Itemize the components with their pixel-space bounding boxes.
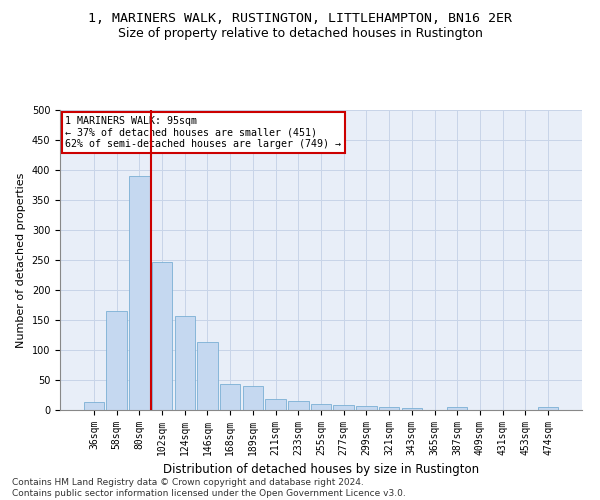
Bar	[288, 401, 308, 410]
Bar	[334, 404, 354, 410]
Bar	[84, 402, 104, 410]
Bar	[242, 386, 263, 410]
Text: 1 MARINERS WALK: 95sqm
← 37% of detached houses are smaller (451)
62% of semi-de: 1 MARINERS WALK: 95sqm ← 37% of detached…	[65, 116, 341, 149]
Y-axis label: Number of detached properties: Number of detached properties	[16, 172, 26, 348]
Bar	[152, 262, 172, 410]
Bar	[311, 404, 331, 410]
Text: Size of property relative to detached houses in Rustington: Size of property relative to detached ho…	[118, 28, 482, 40]
Bar	[265, 398, 286, 410]
Bar	[379, 407, 400, 410]
Text: 1, MARINERS WALK, RUSTINGTON, LITTLEHAMPTON, BN16 2ER: 1, MARINERS WALK, RUSTINGTON, LITTLEHAMP…	[88, 12, 512, 26]
Bar	[447, 407, 467, 410]
Bar	[401, 408, 422, 410]
Bar	[175, 316, 195, 410]
Bar	[197, 342, 218, 410]
Text: Contains HM Land Registry data © Crown copyright and database right 2024.
Contai: Contains HM Land Registry data © Crown c…	[12, 478, 406, 498]
X-axis label: Distribution of detached houses by size in Rustington: Distribution of detached houses by size …	[163, 464, 479, 476]
Bar	[106, 311, 127, 410]
Bar	[220, 384, 241, 410]
Bar	[356, 406, 377, 410]
Bar	[129, 176, 149, 410]
Bar	[538, 407, 558, 410]
